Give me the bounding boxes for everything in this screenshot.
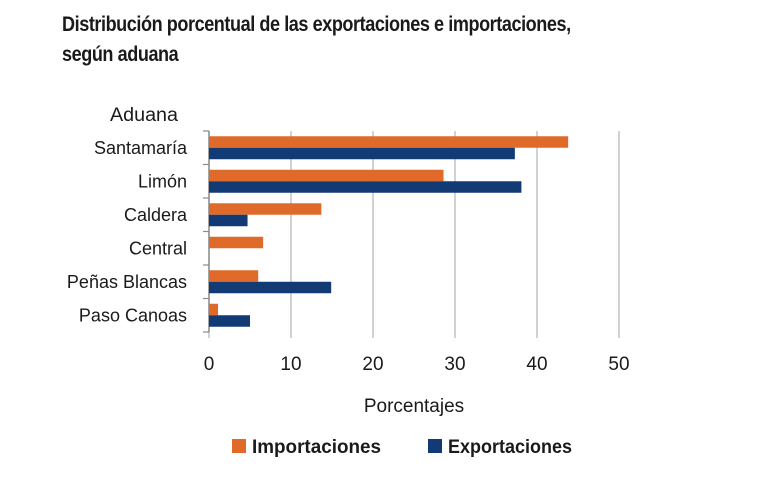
chart-title-line1: Distribución porcentual de las exportaci… [62,13,571,36]
bar-exportaciones [209,214,248,227]
legend-label-exportaciones: Exportaciones [448,437,572,458]
category-label: Central [129,238,187,258]
category-label: Paso Canoas [79,305,187,325]
x-tick-label: 0 [204,354,215,375]
bar-importaciones [209,236,264,249]
category-label: Caldera [124,205,188,225]
legend-swatch-exportaciones [428,439,442,453]
bar-exportaciones [209,181,522,193]
x-tick-label: 50 [608,354,629,375]
category-label: Peñas Blancas [67,272,187,292]
bar-exportaciones [209,315,250,327]
chart-title-line2: según aduana [62,43,179,66]
category-label: Santamaría [94,138,188,158]
chart-title: Distribución porcentual de las exportaci… [62,10,571,70]
bar-importaciones [209,136,569,148]
legend-swatch-importaciones [232,439,246,453]
category-label: Limón [138,171,187,191]
bar-exportaciones [209,281,332,294]
x-tick-label: 30 [444,354,465,375]
legend-label-importaciones: Importaciones [252,437,381,458]
x-tick-label: 40 [526,354,547,375]
bar-importaciones [209,203,322,215]
x-axis-title: Porcentajes [364,396,464,417]
x-tick-label: 10 [280,354,301,375]
bar-importaciones [209,303,219,316]
bar-exportaciones [209,147,515,160]
bar-importaciones [209,270,259,282]
bar-importaciones [209,169,444,182]
y-axis-title: Aduana [110,105,178,126]
x-tick-label: 20 [362,354,383,375]
